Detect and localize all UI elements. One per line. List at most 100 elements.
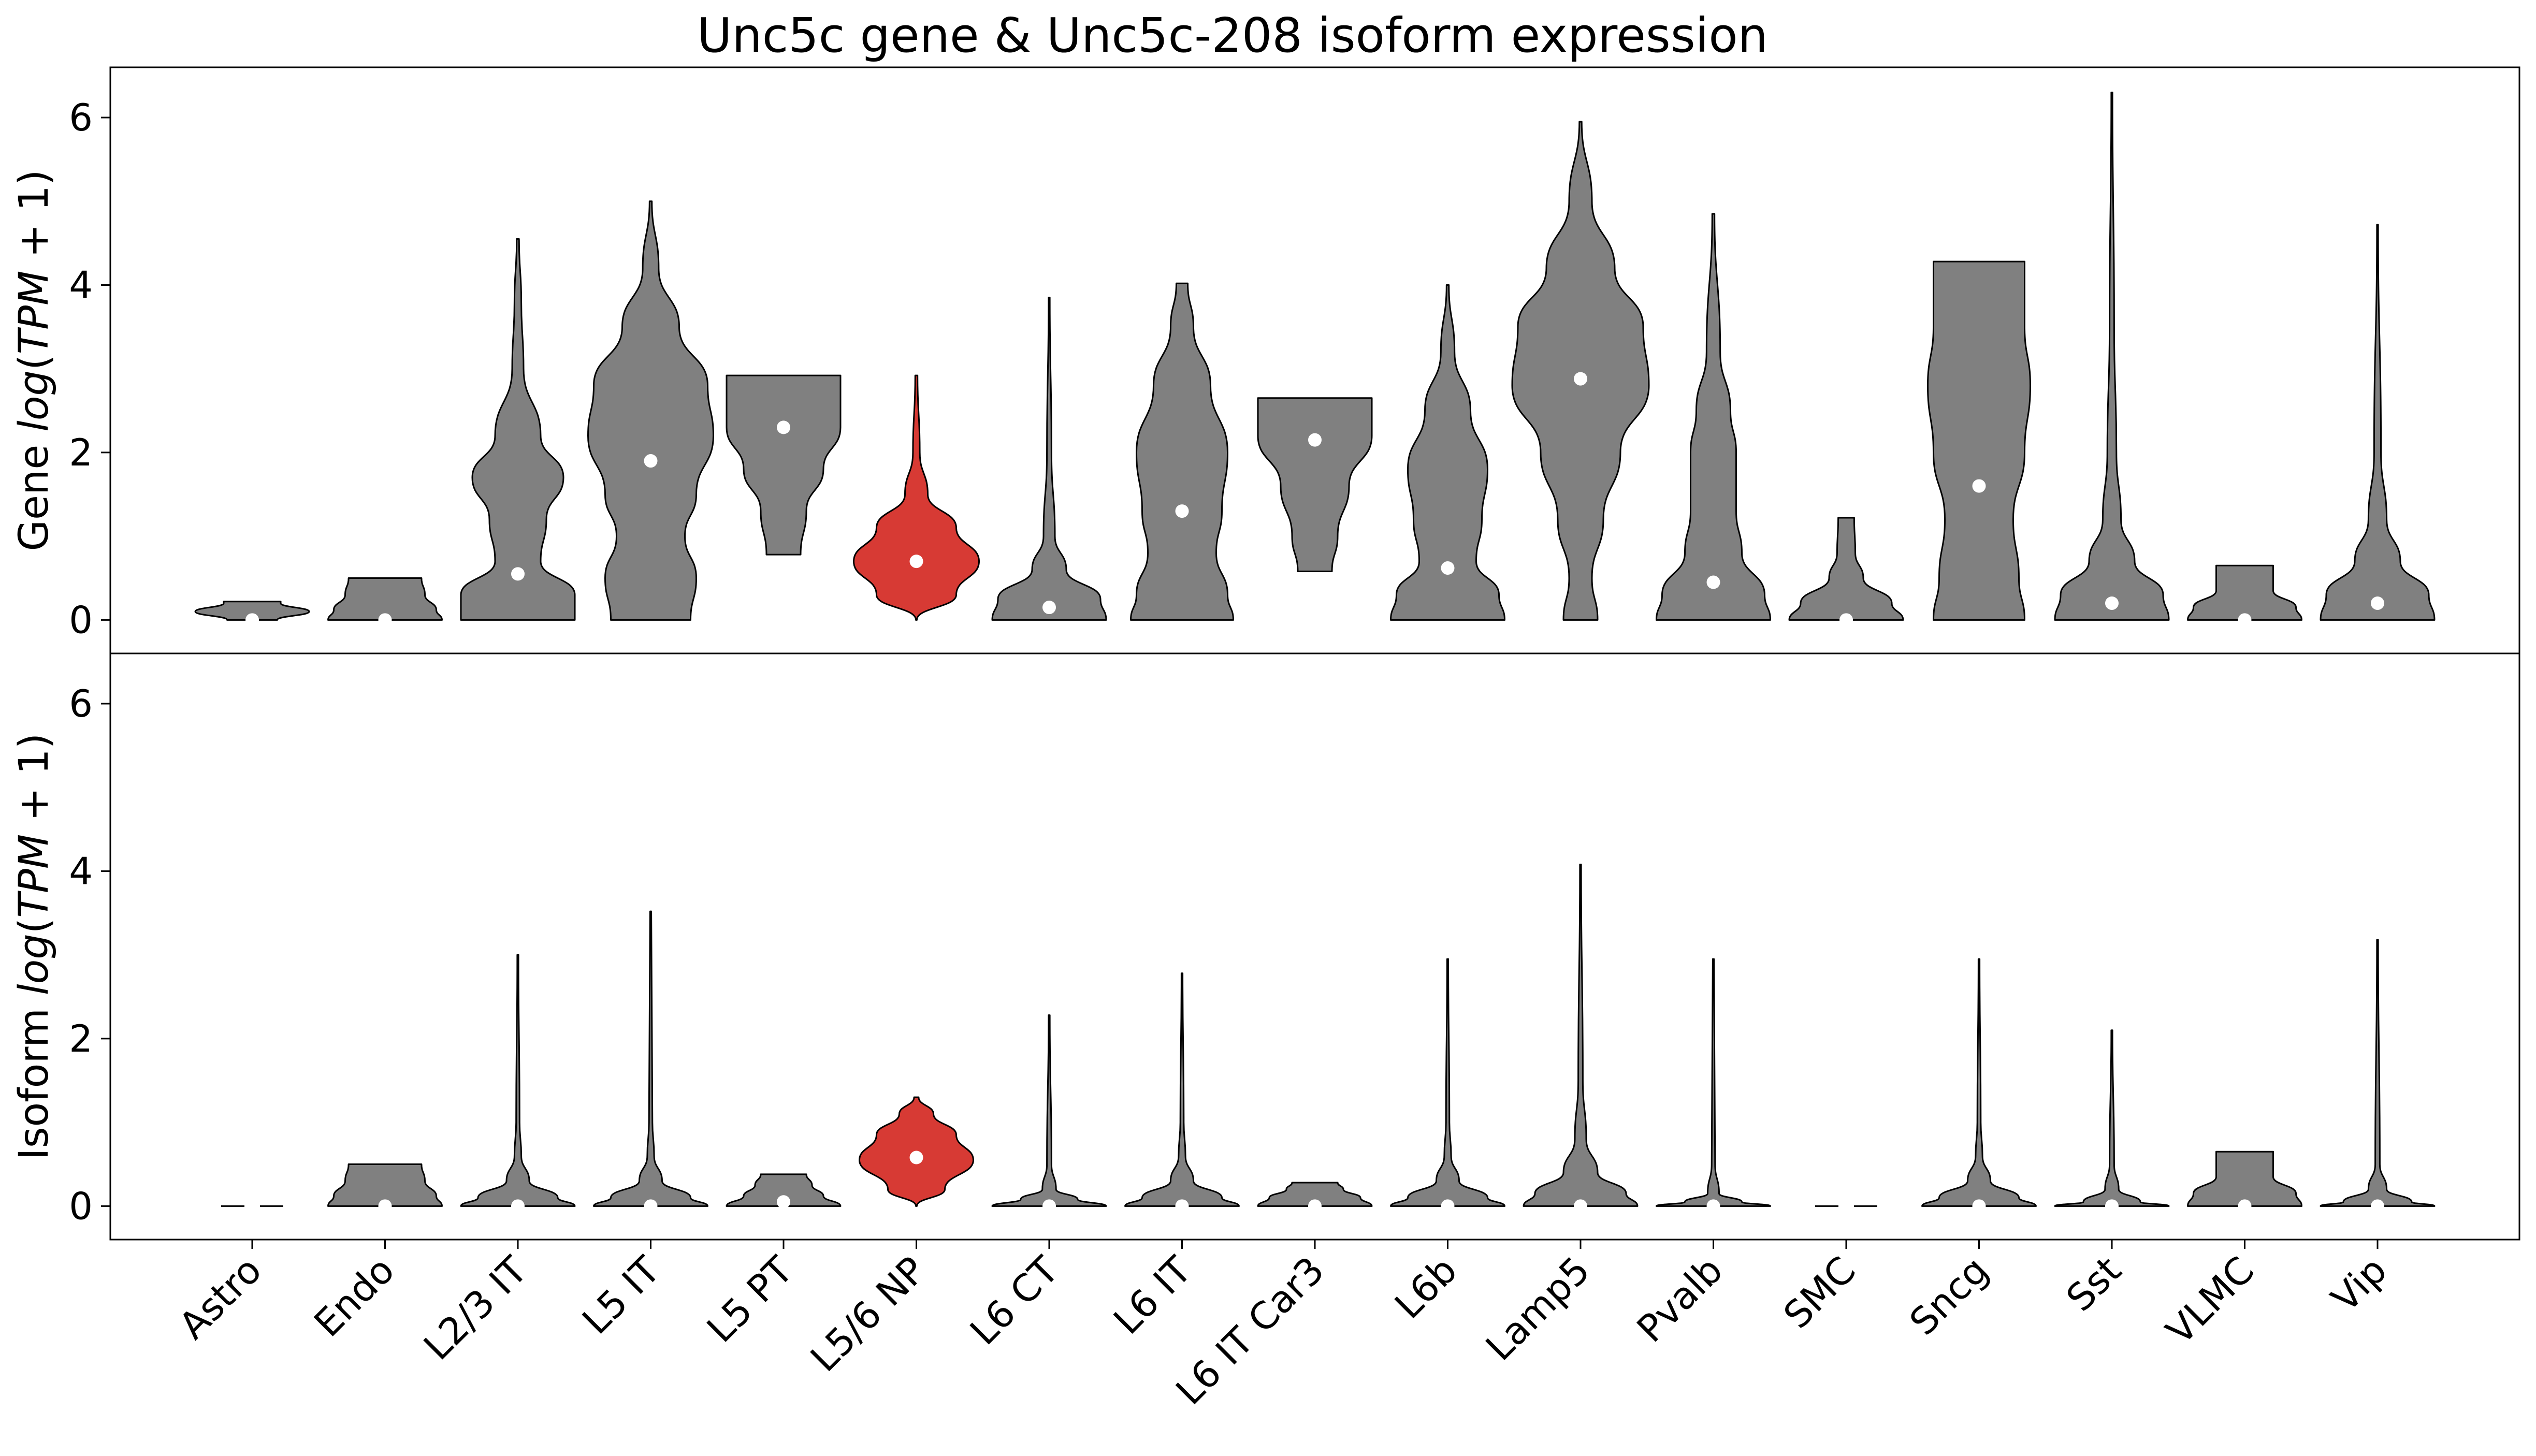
violin-body (1390, 284, 1505, 621)
median-point (1972, 1199, 1986, 1213)
median-point (2105, 596, 2119, 610)
violin-astro (194, 601, 310, 627)
x-tick-label: Vip (2323, 1248, 2395, 1321)
violin-body (2054, 92, 2170, 621)
x-tick-label: L5 PT (699, 1248, 802, 1351)
violin-body (1390, 958, 1505, 1207)
violin-vip (2320, 224, 2436, 621)
y-tick-label: 4 (69, 849, 93, 893)
violin-body (327, 577, 443, 621)
median-point (909, 1151, 923, 1164)
y-axis-label-math-paren: ( (11, 355, 57, 370)
violin-vlmc (2187, 564, 2302, 627)
median-point (245, 613, 259, 627)
y-tick-label: 2 (69, 1017, 93, 1060)
y-tick-label: 2 (69, 431, 93, 474)
median-point (1574, 372, 1587, 386)
violin-body (726, 1173, 842, 1207)
median-point (2371, 596, 2384, 610)
median-point (1042, 601, 1056, 615)
median-point (1441, 1199, 1455, 1213)
violin-body (853, 374, 980, 621)
x-axis-tick-labels: Astro Endo L2/3 IT L5 IT L5 PT L5/6 NP L6 CT L6… (170, 1240, 2395, 1413)
violin-l5-it (587, 200, 714, 621)
violin-body (2320, 224, 2436, 621)
violin-sncg (1921, 958, 2037, 1213)
y-tick-label: 6 (69, 96, 93, 139)
violin-body (1511, 121, 1650, 621)
violin-l6-ct (991, 1014, 1107, 1213)
median-point (644, 1199, 658, 1213)
violin-l6b (1390, 284, 1505, 621)
y-tick-label: 0 (69, 1184, 93, 1228)
violin-body (2187, 564, 2302, 621)
median-point (1308, 433, 1322, 447)
x-tick-label: L6b (1386, 1248, 1465, 1327)
violin-l2-3-it (460, 954, 576, 1213)
violin-body (991, 1014, 1107, 1207)
panel-gene: 0 2 4 6 Gene log(TPM + 1) (11, 66, 2520, 654)
median-point (1441, 561, 1455, 575)
x-tick-label: VLMC (2157, 1248, 2262, 1353)
violin-vlmc (2187, 1151, 2302, 1213)
violin-l5-it (593, 910, 708, 1213)
median-point (2371, 1199, 2384, 1213)
violin-body (1257, 397, 1373, 573)
violin-vip (2320, 939, 2436, 1213)
y-axis-label-math-rest: + 1) (11, 733, 57, 821)
violin-l6-ct (991, 297, 1107, 621)
median-point (511, 1199, 525, 1213)
violin-l6-it-car3 (1257, 1182, 1373, 1213)
median-point (2238, 613, 2252, 627)
median-point (1042, 1199, 1056, 1213)
median-point (777, 1195, 790, 1209)
violin-body (1523, 864, 1639, 1207)
y-axis-label-prefix: Isoform (11, 995, 57, 1160)
violin-smc (1788, 517, 1904, 627)
violin-body (2054, 1029, 2170, 1207)
y-tick-label: 6 (69, 682, 93, 725)
x-tick-label: Sncg (1901, 1248, 1996, 1344)
violin-sncg (1927, 260, 2031, 621)
axes-frame (109, 652, 2520, 1241)
median-point (1839, 613, 1853, 627)
y-axis-label-math-var: TPM (11, 258, 57, 355)
chart-title: Unc5c gene & Unc5c-208 isoform expressio… (697, 8, 1768, 63)
median-point (378, 613, 392, 627)
y-tick-label: 4 (69, 263, 93, 307)
violin-body (593, 910, 708, 1207)
y-axis-label: Isoform log(TPM + 1) (11, 733, 57, 1160)
median-point (1308, 1199, 1322, 1213)
x-tick-label: L2/3 IT (415, 1248, 536, 1368)
violin-l6-it (1124, 972, 1240, 1213)
violin-body (2320, 939, 2436, 1207)
x-tick-label: SMC (1775, 1248, 1864, 1337)
violin-lamp5 (1523, 864, 1639, 1213)
y-axis-label-math-fn: log (11, 934, 57, 995)
violin-body (460, 954, 576, 1207)
violin-pvalb (1656, 213, 1771, 621)
median-point (378, 1199, 392, 1213)
x-tick-label: Endo (306, 1248, 402, 1345)
violin-l6-it-car3 (1257, 397, 1373, 573)
violin-l2-3-it (460, 238, 576, 621)
violin-body (1927, 260, 2031, 621)
x-tick-label: Pvalb (1629, 1248, 1731, 1351)
violin-body (991, 297, 1107, 621)
violin-body (1656, 958, 1771, 1207)
median-point (511, 567, 525, 581)
violin-body (1124, 972, 1240, 1207)
violin-sst (2054, 1029, 2170, 1213)
violin-body (460, 238, 576, 621)
x-tick-label: L5/6 NP (802, 1248, 934, 1380)
x-tick-label: Lamp5 (1477, 1248, 1598, 1369)
y-axis-label-math-fn: log (11, 370, 57, 432)
y-axis-label: Gene log(TPM + 1) (11, 170, 57, 551)
violin-pvalb (1656, 958, 1771, 1213)
violin-body (1656, 213, 1771, 621)
y-axis-label-math-paren: ( (11, 918, 57, 934)
violin-l6-it (1130, 282, 1234, 621)
median-point (909, 555, 923, 569)
violin-body (2187, 1151, 2302, 1207)
